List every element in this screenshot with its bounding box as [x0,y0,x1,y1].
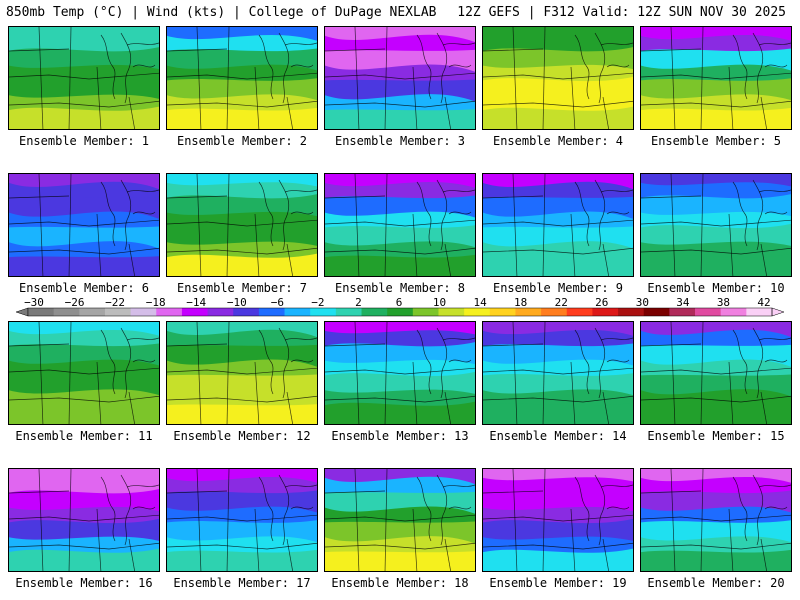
colorbar-min-arrow [15,307,29,317]
temperature-colorbar: −30 −26 −22 −18 −14 −10 −6 −2 2 6 10 14 18 22 26 30 34 38… [15,296,785,317]
ensemble-member-label-14: Ensemble Member: 14 [489,429,627,443]
colorbar-tick-label: 2 [355,296,362,309]
colorbar-tick-label: −22 [105,296,125,309]
ensemble-map-8 [324,173,476,277]
colorbar-swatch [284,308,311,316]
colorbar-swatch [181,308,208,316]
colorbar-tick-label: −18 [146,296,166,309]
colorbar-swatch [618,308,645,316]
colorbar-swatch [720,308,747,316]
ensemble-member-label-19: Ensemble Member: 19 [489,576,627,590]
ensemble-map-11 [8,321,160,425]
ensemble-member-label-13: Ensemble Member: 13 [331,429,469,443]
colorbar-swatch [566,308,593,316]
colorbar-swatch [79,308,106,316]
ensemble-map-7 [166,173,318,277]
ensemble-map-13 [324,321,476,425]
colorbar-swatch [464,308,491,316]
colorbar-swatch [695,308,722,316]
colorbar-tick-label: 6 [396,296,403,309]
ensemble-member-label-18: Ensemble Member: 18 [331,576,469,590]
ensemble-map-4 [482,26,634,130]
ensemble-map-6 [8,173,160,277]
colorbar-swatch [310,308,337,316]
colorbar-swatch [669,308,696,316]
ensemble-member-label-8: Ensemble Member: 8 [334,281,466,295]
colorbar-swatch [53,308,80,316]
ensemble-map-10 [640,173,792,277]
ensemble-map-3 [324,26,476,130]
map-title: 850mb Temp (°C) | Wind (kts) | College o… [6,5,437,20]
colorbar-tick-label: 10 [433,296,446,309]
colorbar-tick-label: 42 [757,296,770,309]
colorbar-swatch [643,308,670,316]
ensemble-member-label-20: Ensemble Member: 20 [647,576,785,590]
ensemble-member-label-12: Ensemble Member: 12 [173,429,311,443]
colorbar-tick-label: 18 [514,296,527,309]
colorbar-swatch [335,308,362,316]
colorbar-swatch [489,308,516,316]
colorbar-swatch [156,308,183,316]
ensemble-member-label-11: Ensemble Member: 11 [15,429,153,443]
colorbar-tick-label: 38 [717,296,730,309]
ensemble-map-2 [166,26,318,130]
ensemble-member-label-5: Ensemble Member: 5 [650,134,782,148]
ensemble-member-label-9: Ensemble Member: 9 [492,281,624,295]
colorbar-tick-label: 26 [595,296,608,309]
colorbar-swatch [387,308,414,316]
colorbar-swatch [104,308,132,316]
ensemble-member-label-4: Ensemble Member: 4 [492,134,624,148]
colorbar-tick-label: −30 [24,296,44,309]
ensemble-map-5 [640,26,792,130]
ensemble-member-label-6: Ensemble Member: 6 [18,281,150,295]
colorbar-tick-label: 14 [473,296,487,309]
colorbar-swatch [412,308,439,316]
colorbar-max-arrow [771,307,785,317]
ensemble-map-20 [640,468,792,572]
ensemble-member-label-2: Ensemble Member: 2 [176,134,308,148]
colorbar-swatch [361,308,388,316]
colorbar-swatch [746,308,773,316]
colorbar-swatch [515,308,542,316]
colorbar-tick-label: −2 [311,296,324,309]
ensemble-map-17 [166,468,318,572]
ensemble-member-label-1: Ensemble Member: 1 [18,134,150,148]
colorbar-swatch [28,308,55,316]
colorbar-swatch [438,308,465,316]
colorbar-tick-label: −14 [186,296,206,309]
ensemble-member-label-7: Ensemble Member: 7 [176,281,308,295]
ensemble-map-15 [640,321,792,425]
colorbar-tick-label: −10 [227,296,247,309]
ensemble-map-9 [482,173,634,277]
colorbar-tick-label: 34 [676,296,690,309]
colorbar-swatch [233,308,260,316]
colorbar-swatch [258,308,285,316]
run-valid-time: 12Z GEFS | F312 Valid: 12Z SUN NOV 30 20… [457,5,786,20]
colorbar-tick-label: −26 [65,296,85,309]
colorbar-swatch [130,308,157,316]
colorbar-swatch [592,308,619,316]
colorbar-swatch [207,308,234,316]
ensemble-map-1 [8,26,160,130]
colorbar-tick-label: 30 [636,296,649,309]
ensemble-member-label-15: Ensemble Member: 15 [647,429,785,443]
ensemble-member-label-3: Ensemble Member: 3 [334,134,466,148]
ensemble-map-16 [8,468,160,572]
ensemble-member-label-16: Ensemble Member: 16 [15,576,153,590]
ensemble-map-14 [482,321,634,425]
ensemble-member-label-17: Ensemble Member: 17 [173,576,311,590]
colorbar-tick-label: 22 [555,296,568,309]
ensemble-member-label-10: Ensemble Member: 10 [647,281,785,295]
ensemble-map-19 [482,468,634,572]
ensemble-map-12 [166,321,318,425]
colorbar-tick-label: −6 [271,296,284,309]
ensemble-map-18 [324,468,476,572]
colorbar-swatch [541,308,568,316]
